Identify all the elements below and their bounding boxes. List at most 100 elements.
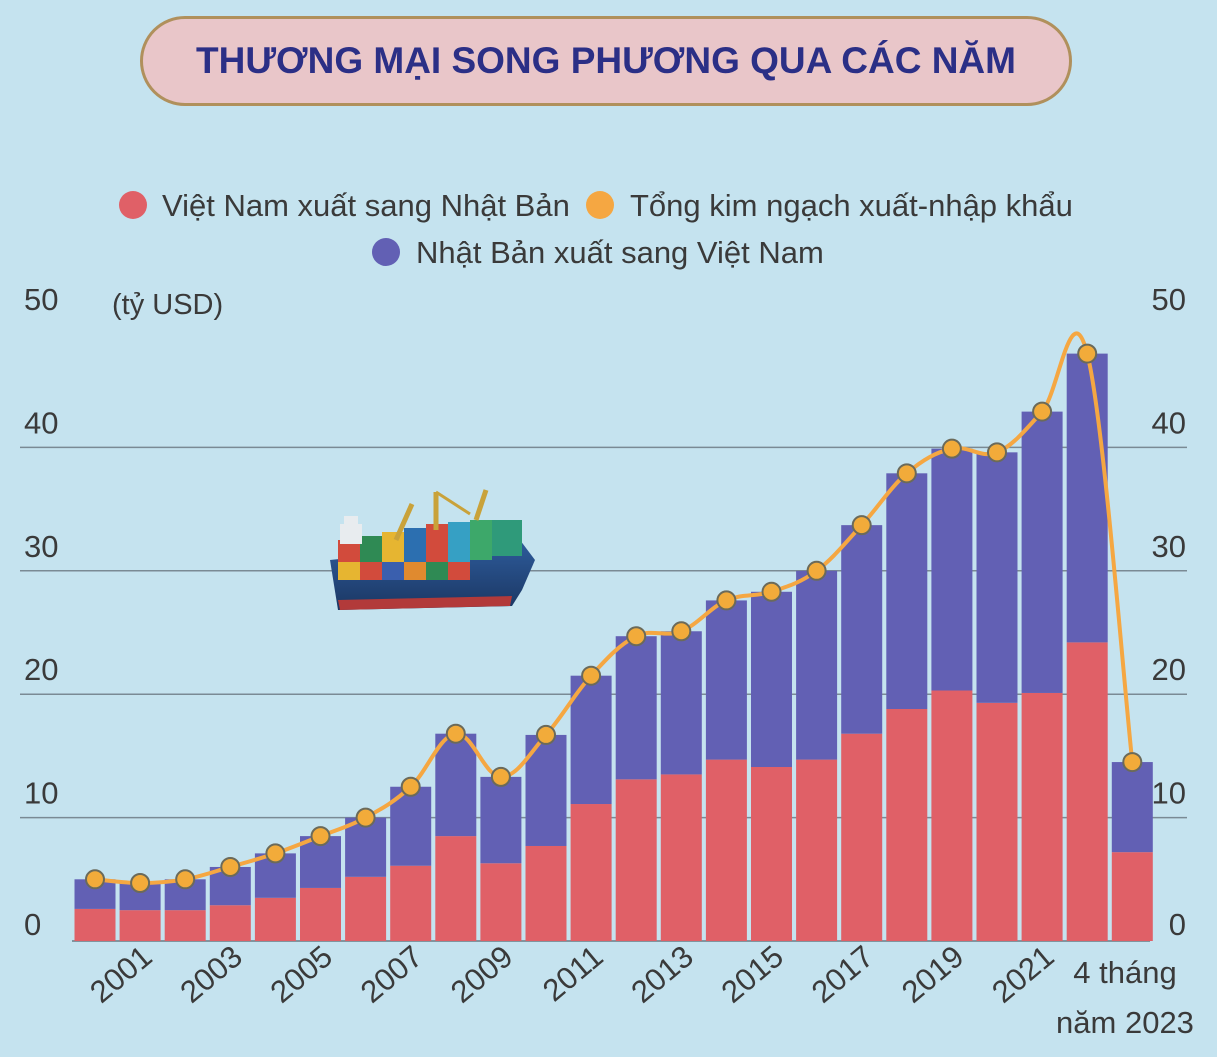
bar-jp-export bbox=[1021, 411, 1063, 693]
total-point bbox=[851, 515, 872, 536]
total-point bbox=[490, 766, 511, 787]
bar-jp-export bbox=[931, 448, 973, 691]
bar-vn-export bbox=[1066, 642, 1108, 941]
total-point bbox=[355, 807, 376, 828]
bar-jp-export bbox=[480, 776, 522, 864]
bar-vn-export bbox=[74, 908, 116, 941]
total-point bbox=[716, 590, 737, 611]
legend-label-vn-export: Việt Nam xuất sang Nhật Bản bbox=[162, 188, 570, 223]
total-point bbox=[265, 843, 286, 864]
total-point bbox=[1122, 752, 1143, 773]
total-point bbox=[400, 776, 421, 797]
bar-vn-export bbox=[570, 804, 612, 941]
total-point bbox=[671, 621, 692, 642]
y-tick-label: 40 bbox=[24, 405, 58, 440]
legend: Việt Nam xuất sang Nhật Bản Tổng kim ngạ… bbox=[119, 188, 1073, 270]
bar-vn-export bbox=[164, 910, 206, 941]
x-tick-label: 2019 bbox=[895, 939, 970, 1010]
bar-vn-export bbox=[435, 836, 477, 941]
total-point bbox=[445, 723, 466, 744]
unit-label: (tỷ USD) bbox=[112, 289, 223, 321]
bar-vn-export bbox=[931, 690, 973, 941]
bar-jp-export bbox=[660, 631, 702, 775]
total-point bbox=[1077, 343, 1098, 364]
bar-vn-export bbox=[705, 759, 747, 941]
bar-jp-export bbox=[570, 675, 612, 805]
x-tick-label: 2001 bbox=[83, 939, 158, 1010]
total-point bbox=[987, 442, 1007, 463]
y-tick-label: 30 bbox=[1152, 529, 1186, 564]
x-tick-label: 2011 bbox=[536, 939, 610, 1009]
bar-jp-export bbox=[886, 473, 928, 710]
total-point bbox=[130, 873, 151, 894]
bar-jp-export bbox=[1111, 762, 1153, 853]
x-tick-label-last-line1: 4 tháng bbox=[1073, 955, 1176, 990]
y-tick-label: 40 bbox=[1152, 405, 1186, 440]
container-ship-illustration bbox=[330, 489, 535, 610]
legend-label-total: Tổng kim ngạch xuất-nhập khẩu bbox=[630, 188, 1073, 223]
y-axis-right: 0 10 20 30 40 50 bbox=[1152, 282, 1186, 942]
bar-vn-export bbox=[300, 887, 341, 941]
x-tick-label: 2017 bbox=[805, 939, 880, 1010]
x-tick-label: 2005 bbox=[264, 939, 339, 1010]
total-point bbox=[896, 463, 917, 484]
x-tick-label: 2015 bbox=[715, 939, 790, 1010]
bar-jp-export bbox=[841, 525, 883, 734]
bar-vn-export bbox=[796, 759, 838, 941]
bar-jp-export bbox=[435, 733, 477, 837]
bar-vn-export bbox=[976, 702, 1018, 941]
x-axis: 2001 2003 2005 2007 2009 2011 2013 2015 2017 2019… bbox=[83, 939, 1194, 1040]
x-tick-label: 2003 bbox=[173, 939, 248, 1010]
bar-jp-export bbox=[796, 570, 838, 760]
bar-jp-export bbox=[976, 452, 1018, 703]
total-point bbox=[941, 438, 962, 459]
y-tick-label: 50 bbox=[24, 282, 58, 317]
bar-jp-export bbox=[1066, 353, 1108, 643]
bar-vn-export bbox=[254, 897, 296, 941]
bar-vn-export bbox=[1111, 852, 1153, 941]
legend-marker-total bbox=[586, 191, 614, 219]
bar-vn-export bbox=[660, 774, 702, 941]
legend-label-jp-export: Nhật Bản xuất sang Việt Nam bbox=[416, 235, 824, 270]
total-point bbox=[806, 560, 827, 581]
bar-vn-export bbox=[841, 733, 883, 941]
bar-vn-export bbox=[209, 905, 251, 941]
y-tick-label: 20 bbox=[1152, 652, 1186, 687]
total-point bbox=[581, 665, 602, 686]
total-point bbox=[761, 581, 782, 602]
page-title: THƯƠNG MẠI SONG PHƯƠNG QUA CÁC NĂM bbox=[196, 40, 1016, 81]
x-tick-label: 2013 bbox=[624, 939, 699, 1010]
total-line bbox=[85, 331, 1143, 894]
bar-jp-export bbox=[751, 591, 792, 768]
y-tick-label: 50 bbox=[1152, 282, 1186, 317]
bar-vn-export bbox=[751, 767, 792, 941]
y-tick-label: 10 bbox=[24, 776, 58, 811]
bar-jp-export bbox=[615, 636, 657, 780]
total-point bbox=[536, 724, 556, 745]
legend-marker-jp-export bbox=[372, 238, 400, 266]
x-tick-label: 2021 bbox=[985, 939, 1060, 1010]
legend-marker-vn-export bbox=[119, 191, 147, 219]
y-tick-label: 20 bbox=[24, 652, 58, 687]
x-tick-label-last-line2: năm 2023 bbox=[1056, 1005, 1194, 1040]
bar-vn-export bbox=[525, 845, 567, 941]
bar-vn-export bbox=[119, 910, 161, 941]
total-point bbox=[220, 856, 241, 877]
bars bbox=[74, 353, 1153, 941]
total-point bbox=[310, 826, 331, 847]
bar-jp-export bbox=[705, 600, 747, 760]
bar-vn-export bbox=[1021, 692, 1063, 941]
y-tick-label: 30 bbox=[24, 529, 58, 564]
bar-vn-export bbox=[886, 709, 928, 941]
total-point bbox=[175, 869, 196, 890]
y-tick-label: 10 bbox=[1152, 776, 1186, 811]
title-banner: THƯƠNG MẠI SONG PHƯƠNG QUA CÁC NĂM bbox=[140, 16, 1072, 106]
bar-vn-export bbox=[480, 863, 522, 941]
y-tick-label: 0 bbox=[24, 907, 41, 942]
total-point bbox=[1032, 401, 1053, 422]
x-tick-label: 2009 bbox=[444, 939, 519, 1010]
x-tick-label: 2007 bbox=[354, 939, 429, 1010]
y-axis-left: 0 10 20 30 40 50 bbox=[24, 282, 58, 942]
bar-vn-export bbox=[345, 876, 387, 941]
